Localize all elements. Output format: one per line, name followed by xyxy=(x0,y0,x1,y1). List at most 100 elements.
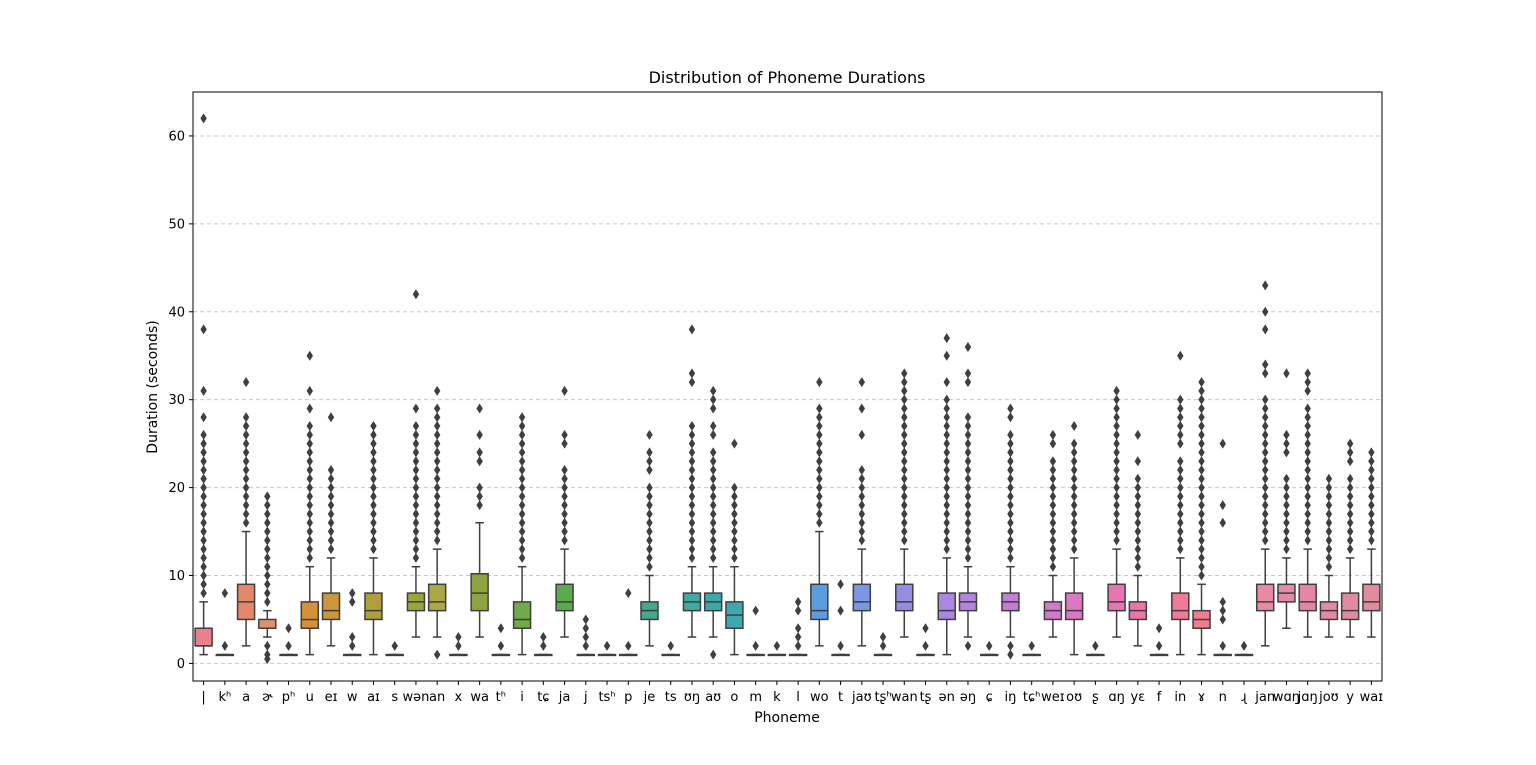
outlier-point xyxy=(752,605,759,616)
outlier-point xyxy=(1007,508,1014,519)
outlier-point xyxy=(964,412,972,423)
outlier-point xyxy=(518,552,526,563)
outlier-point xyxy=(306,544,313,555)
x-tick-label: eɪ xyxy=(325,690,338,705)
outlier-point xyxy=(1368,508,1375,519)
outlier-point xyxy=(901,403,908,414)
outlier-point xyxy=(433,535,441,546)
outlier-point xyxy=(646,517,653,528)
outlier-point xyxy=(731,552,738,563)
outlier-point xyxy=(603,640,611,651)
outlier-point xyxy=(943,412,950,423)
outlier-point xyxy=(901,368,908,379)
outlier-point xyxy=(964,447,972,458)
outlier-point xyxy=(327,473,335,484)
outlier-point xyxy=(200,588,207,599)
outlier-point xyxy=(646,429,653,440)
box-36 xyxy=(958,341,978,651)
outlier-point xyxy=(1304,412,1311,423)
outlier-point xyxy=(816,508,823,519)
outlier-point xyxy=(1198,570,1205,581)
outlier-point xyxy=(1346,456,1354,467)
outlier-point xyxy=(1283,473,1290,484)
x-tick-label: ja xyxy=(558,690,571,705)
outlier-point xyxy=(518,544,526,555)
outlier-point xyxy=(1177,412,1184,423)
outlier-point xyxy=(1283,517,1290,528)
outlier-point xyxy=(1134,526,1142,537)
x-tick-label: ts xyxy=(665,690,677,705)
outlier-point xyxy=(370,429,377,440)
outlier-point xyxy=(306,429,313,440)
outlier-point xyxy=(731,491,738,502)
outlier-point xyxy=(433,500,441,511)
x-tick-label: je xyxy=(643,690,656,705)
outlier-point xyxy=(1007,517,1014,528)
outlier-point xyxy=(1049,508,1057,519)
x-tick-label: ɚ xyxy=(262,690,273,705)
outlier-point xyxy=(327,500,335,511)
outlier-point xyxy=(1198,456,1205,467)
outlier-point xyxy=(943,429,950,440)
outlier-point xyxy=(1070,500,1078,511)
box-0 xyxy=(194,113,213,656)
x-tick-label: aɪ xyxy=(367,690,380,705)
outlier-point xyxy=(1049,473,1057,484)
outlier-point xyxy=(858,377,866,388)
outlier-point xyxy=(709,421,717,432)
outlier-point xyxy=(1198,508,1205,519)
x-tick-label: tʰ xyxy=(496,690,506,705)
outlier-point xyxy=(200,447,207,458)
outlier-point xyxy=(306,456,313,467)
outlier-point xyxy=(1007,535,1014,546)
outlier-point xyxy=(1346,526,1354,537)
outlier-point xyxy=(1070,517,1078,528)
outlier-point xyxy=(816,403,823,414)
outlier-point xyxy=(433,421,441,432)
outlier-point xyxy=(306,350,313,361)
outlier-point xyxy=(327,544,335,555)
outlier-point xyxy=(1070,544,1078,555)
outlier-point xyxy=(1177,438,1184,449)
outlier-point xyxy=(1113,456,1120,467)
box-4 xyxy=(279,623,298,657)
outlier-point xyxy=(412,526,420,537)
outlier-point xyxy=(1346,482,1354,493)
outlier-point xyxy=(1134,491,1142,502)
outlier-point xyxy=(1113,517,1120,528)
outlier-point xyxy=(306,491,313,502)
outlier-point xyxy=(242,508,250,519)
outlier-point xyxy=(1368,500,1375,511)
outlier-point xyxy=(1346,473,1354,484)
box-14 xyxy=(491,623,511,657)
outlier-point xyxy=(688,517,696,528)
outlier-point xyxy=(1177,526,1184,537)
y-tick-label: 30 xyxy=(168,393,185,408)
outlier-point xyxy=(1177,535,1184,546)
outlier-point xyxy=(1070,447,1078,458)
outlier-point xyxy=(1198,421,1205,432)
outlier-point xyxy=(943,438,950,449)
outlier-point xyxy=(370,508,377,519)
outlier-point xyxy=(264,508,271,519)
outlier-point xyxy=(1304,491,1311,502)
outlier-point xyxy=(306,500,313,511)
outlier-point xyxy=(731,508,738,519)
x-tick-label: wa xyxy=(470,690,489,705)
x-tick-label: o xyxy=(730,690,738,705)
outlier-point xyxy=(688,324,696,335)
outlier-point xyxy=(625,640,632,651)
outlier-point xyxy=(1262,412,1269,423)
outlier-point xyxy=(1177,429,1184,440)
outlier-point xyxy=(1134,429,1142,440)
box-53 xyxy=(1319,473,1339,638)
outlier-point xyxy=(1049,526,1057,537)
outlier-point xyxy=(709,526,717,537)
outlier-point xyxy=(625,588,632,599)
outlier-point xyxy=(1304,517,1311,528)
outlier-point xyxy=(1346,438,1354,449)
outlier-point xyxy=(1177,544,1184,555)
outlier-point xyxy=(731,526,738,537)
outlier-point xyxy=(1007,482,1014,493)
outlier-point xyxy=(1007,465,1014,476)
